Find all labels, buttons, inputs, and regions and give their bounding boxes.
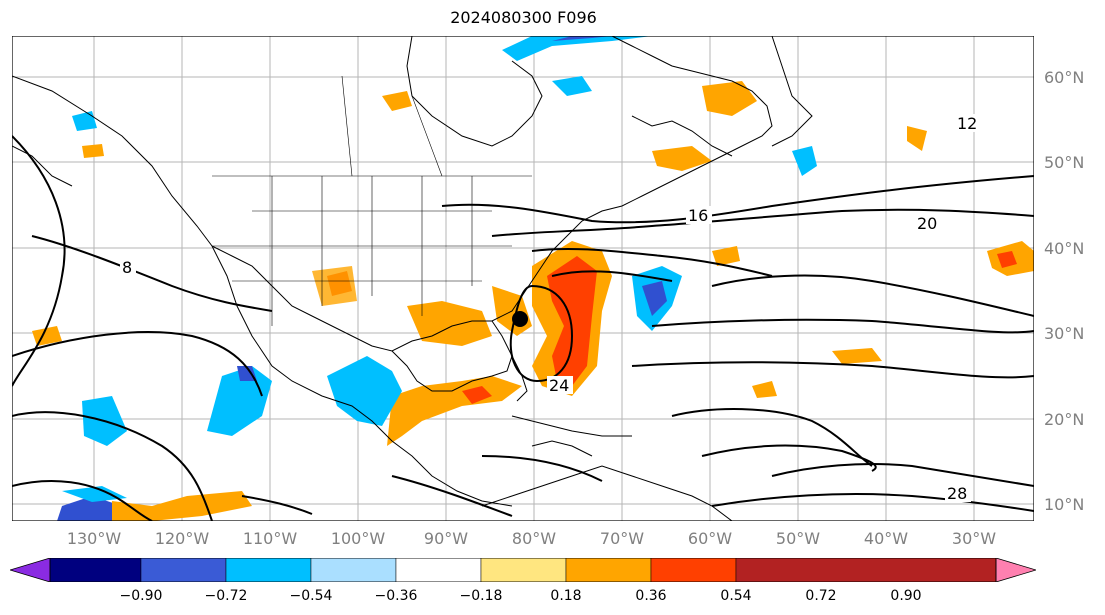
- lat-label-10: 10°N: [1044, 495, 1085, 514]
- state-borders: [212, 75, 532, 326]
- contour-label-24: 24: [549, 376, 569, 395]
- contour-label-16: 16: [688, 206, 708, 225]
- colorbar-tick: 0.18: [550, 588, 582, 604]
- lon-label-100w: 100°W: [330, 529, 386, 548]
- colorbar-bin: [395, 558, 482, 582]
- map-panel: 12 16 20 24 28 8: [12, 36, 1034, 521]
- colorbar-bin: [140, 558, 227, 582]
- lon-label-90w: 90°W: [423, 529, 469, 548]
- colorbar-tick: 0.72: [805, 588, 837, 604]
- lon-label-60w: 60°W: [687, 529, 733, 548]
- colorbar-tick: −0.90: [119, 588, 163, 604]
- lat-label-60: 60°N: [1044, 68, 1085, 87]
- graticule: [12, 36, 1034, 521]
- colorbar-extend-low: [10, 558, 51, 582]
- lon-label-80w: 80°W: [511, 529, 557, 548]
- lon-label-50w: 50°W: [775, 529, 821, 548]
- lat-label-30: 30°N: [1044, 324, 1085, 343]
- lon-label-120w: 120°W: [154, 529, 210, 548]
- colorbar-tick: 0.54: [720, 588, 752, 604]
- lon-label-110w: 110°W: [242, 529, 298, 548]
- colorbar: [10, 558, 1036, 582]
- lon-label-40w: 40°W: [863, 529, 909, 548]
- colorbar-tick: −0.72: [204, 588, 248, 604]
- lat-label-20: 20°N: [1044, 410, 1085, 429]
- contour-label-28: 28: [947, 484, 967, 503]
- colorbar-bin: [225, 558, 312, 582]
- map-title: 2024080300 F096: [450, 8, 597, 27]
- lat-label-50: 50°N: [1044, 153, 1085, 172]
- colorbar-extend-high: [995, 558, 1036, 582]
- colorbar-tick: −0.54: [289, 588, 333, 604]
- lat-label-40: 40°N: [1044, 239, 1085, 258]
- lon-label-130w: 130°W: [66, 529, 122, 548]
- coastlines: [12, 36, 813, 521]
- colorbar-bin: [49, 558, 142, 582]
- contour-label-group: 12 16 20 24 28 8: [120, 114, 981, 503]
- colorbar-tick: 0.90: [890, 588, 922, 604]
- colorbar-bin: [480, 558, 567, 582]
- colorbar-bin: [650, 558, 737, 582]
- contour-label-20: 20: [917, 214, 937, 233]
- colorbar-tick: −0.36: [374, 588, 418, 604]
- colorbar-bin: [565, 558, 652, 582]
- weather-map: 12 16 20 24 28 8: [12, 36, 1034, 521]
- colorbar-tick: 0.36: [635, 588, 667, 604]
- colorbar-bin: [310, 558, 397, 582]
- lon-label-70w: 70°W: [599, 529, 645, 548]
- contour-lines: [12, 135, 1034, 521]
- contour-label-12: 12: [957, 114, 977, 133]
- low-center-marker: [512, 311, 528, 327]
- contour-label-8: 8: [122, 258, 132, 277]
- lon-label-30w: 30°W: [951, 529, 997, 548]
- colorbar-tick: −0.18: [459, 588, 503, 604]
- colorbar-bin: [735, 558, 997, 582]
